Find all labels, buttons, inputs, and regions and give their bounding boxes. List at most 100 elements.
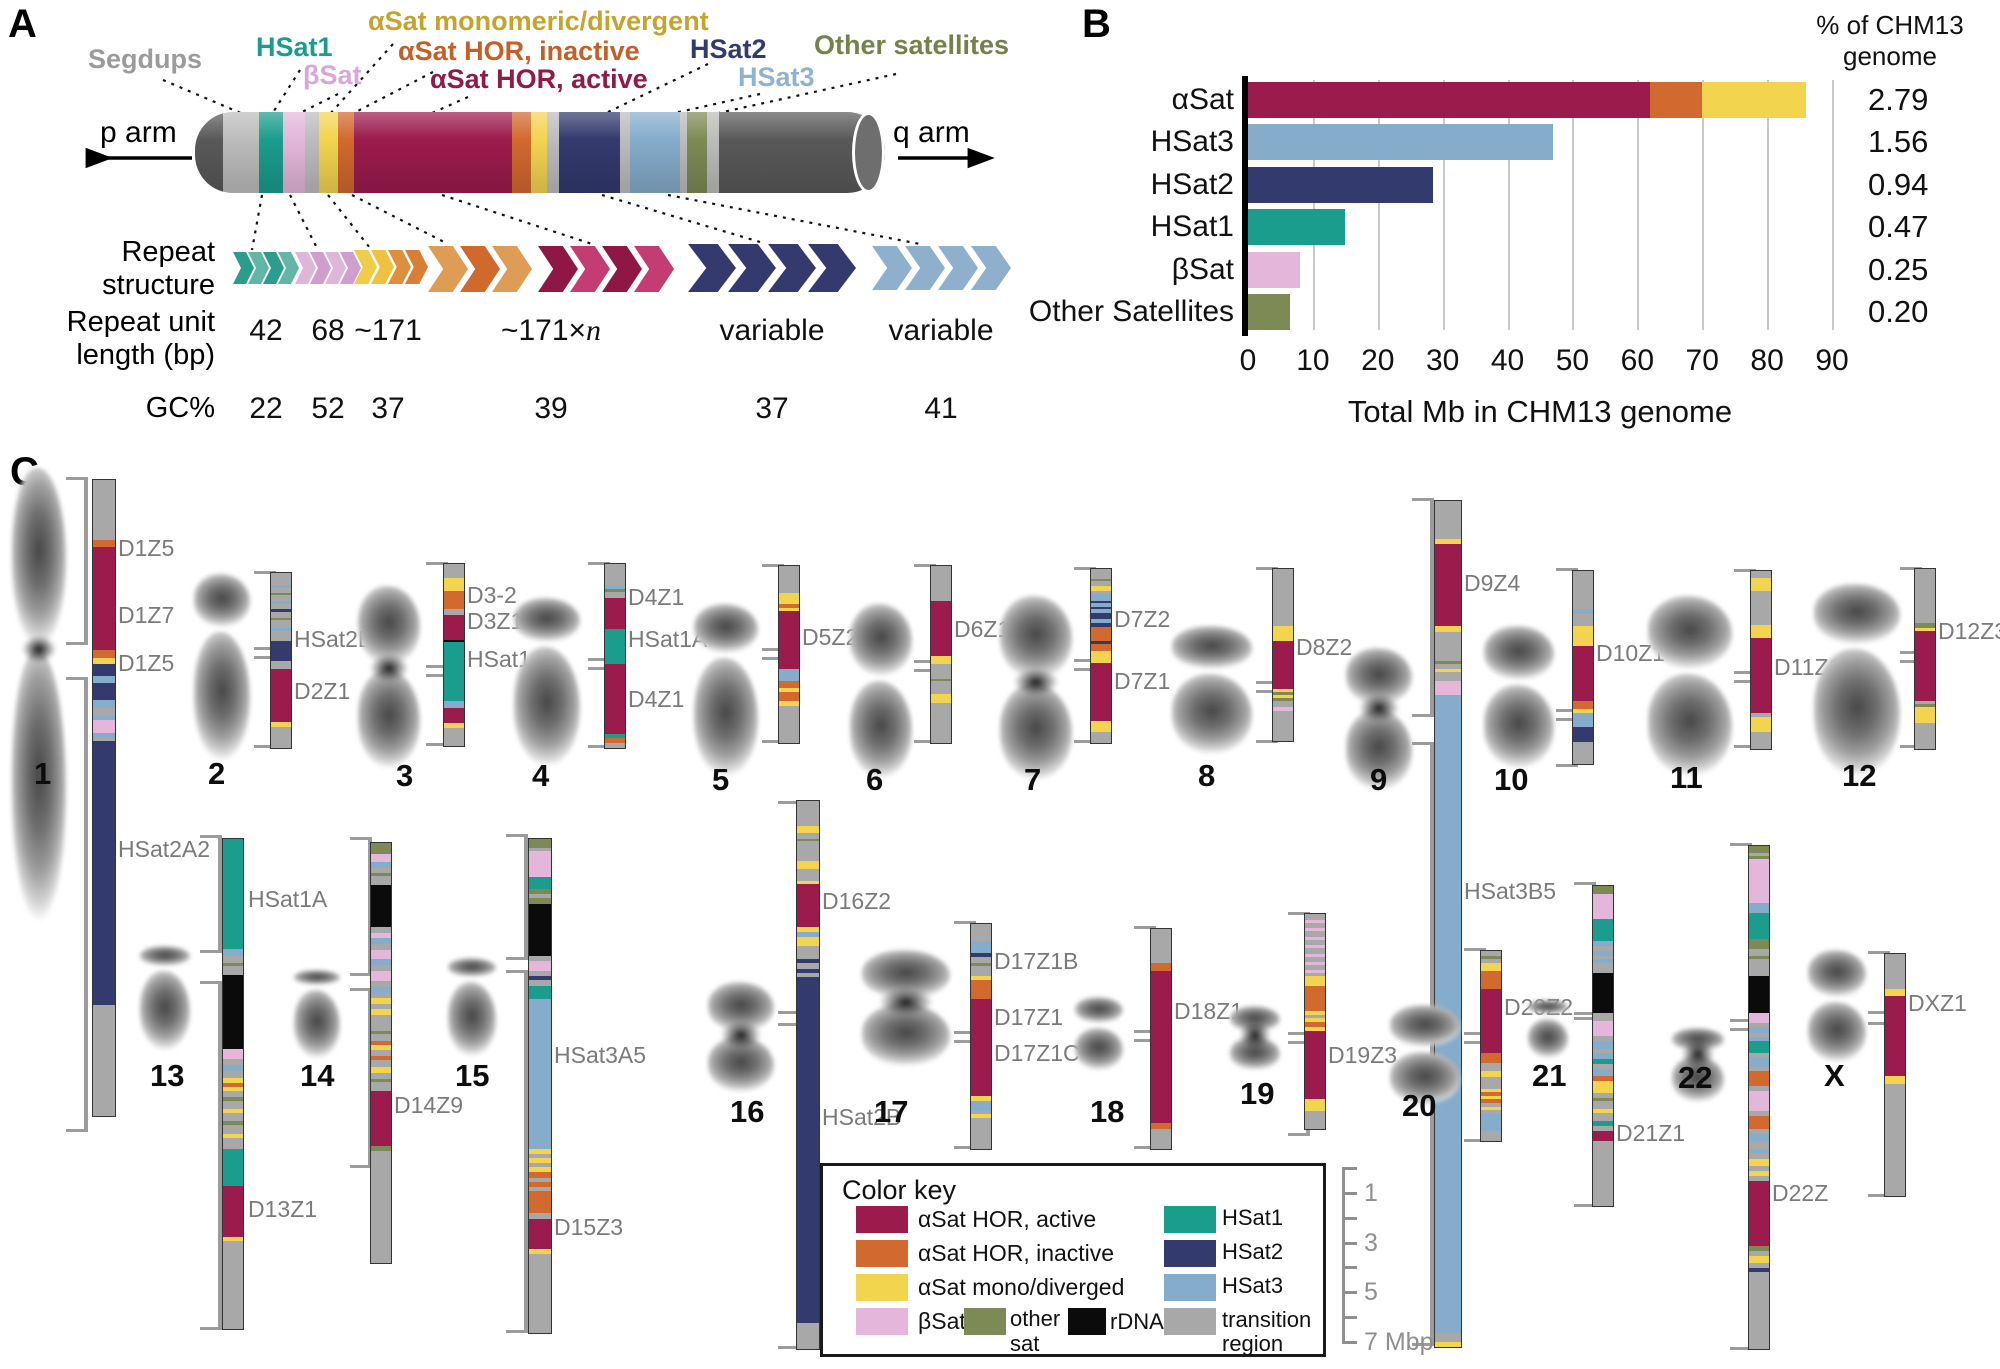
marker-label-HSat1A: HSat1A — [248, 886, 328, 912]
satellite-segment-ina — [1481, 1092, 1501, 1096]
satellite-segment-ina — [1305, 986, 1325, 1011]
satellite-segment-tr — [529, 1178, 551, 1182]
satellite-segment-mono — [1749, 1171, 1769, 1176]
repeat-unit-value: 42 — [249, 314, 283, 347]
chromosome-number-14: 14 — [300, 1058, 335, 1093]
satellite-segment-tr — [1749, 1166, 1769, 1171]
satellite-segment-rdna — [1593, 973, 1613, 1013]
satellite-segment-bsat — [1593, 1021, 1613, 1036]
satellite-segment-tr — [271, 588, 291, 593]
key-label-h1: HSat1 — [1222, 1205, 1284, 1230]
satellite-segment-h2 — [1091, 623, 1111, 627]
satellite-segment-h2 — [797, 977, 819, 1323]
satellite-segment-h2 — [93, 683, 115, 700]
repeat-structure-arrow — [248, 252, 269, 284]
repeat-unit-value: 68 — [311, 314, 345, 347]
cylinder-segment-mono — [531, 112, 547, 193]
satellite-segment-tr — [1481, 1110, 1501, 1113]
panel-a-label: A — [8, 2, 37, 46]
satellite-segment-tr — [1305, 957, 1325, 962]
satellite-segment-tr — [1751, 732, 1771, 749]
satellite-segment-tr — [529, 848, 551, 851]
satellite-segment-h3 — [1091, 619, 1111, 623]
marker-label-D17Z1B: D17Z1B — [994, 948, 1079, 974]
satellite-segment-tr — [1749, 1176, 1769, 1181]
chromosome-number-19: 19 — [1240, 1076, 1275, 1111]
satellite-segment-mono — [1481, 1089, 1501, 1092]
category-label: HSat3 — [1150, 125, 1234, 159]
chromosome-17-photo — [862, 950, 950, 1066]
satellite-segment-oth — [1593, 886, 1613, 894]
marker-label-D1Z7: D1Z7 — [118, 602, 175, 628]
chromosome-11-photo — [1648, 596, 1732, 776]
satellite-segment-tr — [223, 1138, 243, 1149]
satellite-segment-tr — [1593, 1113, 1613, 1121]
satellite-segment-tr — [1091, 732, 1111, 743]
chromosome-18-photo — [1075, 997, 1123, 1070]
category-label: HSat2 — [1150, 167, 1234, 201]
photo-lobe — [1075, 997, 1123, 1024]
photo-lobe — [1000, 684, 1072, 780]
satellite-segment-mono — [1091, 651, 1111, 663]
satellite-segment-mono — [1273, 626, 1293, 641]
cylinder-segment-oth — [687, 112, 707, 193]
satellite-segment-tr — [1751, 591, 1771, 625]
satellite-segment-h3 — [529, 999, 551, 1149]
satellite-segment-mono — [1435, 626, 1461, 632]
chromosome-number-8: 8 — [1198, 758, 1216, 793]
photo-lobe — [448, 981, 496, 1056]
scale-bar-tick — [1342, 1242, 1357, 1245]
gridline — [1832, 80, 1834, 330]
chromosome-14-bracket — [350, 837, 372, 976]
percent-value: 1.56 — [1868, 124, 1929, 160]
satellite-segment-tr — [371, 965, 391, 971]
chromosome-1-bracket — [66, 477, 88, 645]
satellite-segment-tr — [1749, 1251, 1769, 1256]
satellite-segment-act — [93, 547, 115, 650]
satellite-segment-ina — [605, 738, 625, 743]
satellite-segment-tr — [1305, 931, 1325, 937]
photo-lobe — [1648, 673, 1732, 776]
chromosome-number-6: 6 — [866, 762, 884, 797]
satellite-segment-mono — [371, 1045, 391, 1050]
satellite-segment-tr — [779, 706, 799, 743]
satellite-segment-oth — [1749, 939, 1769, 949]
satellite-segment-mono — [223, 1237, 243, 1241]
satellite-segment-tr — [797, 946, 819, 959]
satellite-segment-ina — [93, 540, 115, 547]
chromosome-number-16: 16 — [730, 1094, 765, 1129]
panel-b: B % of CHM13 genome Total Mb in CHM13 ge… — [0, 0, 2000, 450]
satellite-segment-bsat — [1749, 1091, 1769, 1111]
x-tick-label: 80 — [1750, 344, 1784, 377]
satellite-segment-mono — [371, 998, 391, 1004]
satellite-segment-h1 — [223, 1149, 243, 1186]
satellite-segment-ina — [779, 681, 799, 688]
satellite-segment-oth — [971, 963, 991, 966]
satellite-segment-tr — [1749, 853, 1769, 856]
color-key-title: Color key — [842, 1175, 957, 1205]
photo-lobe — [448, 958, 496, 977]
satellite-segment-tr — [371, 1050, 391, 1056]
satellite-segment-mono — [1305, 1099, 1325, 1111]
satellite-segment-bsat — [1305, 970, 1325, 973]
satellite-segment-rdna — [444, 640, 464, 642]
repeat-structure-arrow — [354, 250, 377, 284]
satellite-segment-act — [1305, 1031, 1325, 1099]
satellite-segment-oth — [271, 593, 291, 595]
satellite-segment-tr — [971, 1118, 991, 1149]
satellite-segment-tr — [1749, 1033, 1769, 1037]
satellite-segment-mono — [1885, 1076, 1905, 1084]
marker-label-D17Z1: D17Z1 — [994, 1004, 1064, 1030]
satellite-segment-h3 — [1481, 1113, 1501, 1131]
satellite-segment-act — [529, 1219, 551, 1249]
satellite-segment-h3 — [371, 938, 391, 944]
x-tick-label: 60 — [1620, 344, 1655, 377]
satellite-class-label: Segdups — [88, 44, 203, 74]
x-tick-label: 0 — [1239, 344, 1257, 377]
satellite-segment-ina — [1151, 1123, 1171, 1129]
gridline — [1702, 80, 1705, 330]
photo-lobe — [1390, 1005, 1460, 1047]
scale-bar-tick — [1342, 1266, 1357, 1269]
satellite-segment-h3 — [1749, 1149, 1769, 1153]
satellite-segment-mono — [971, 976, 991, 980]
